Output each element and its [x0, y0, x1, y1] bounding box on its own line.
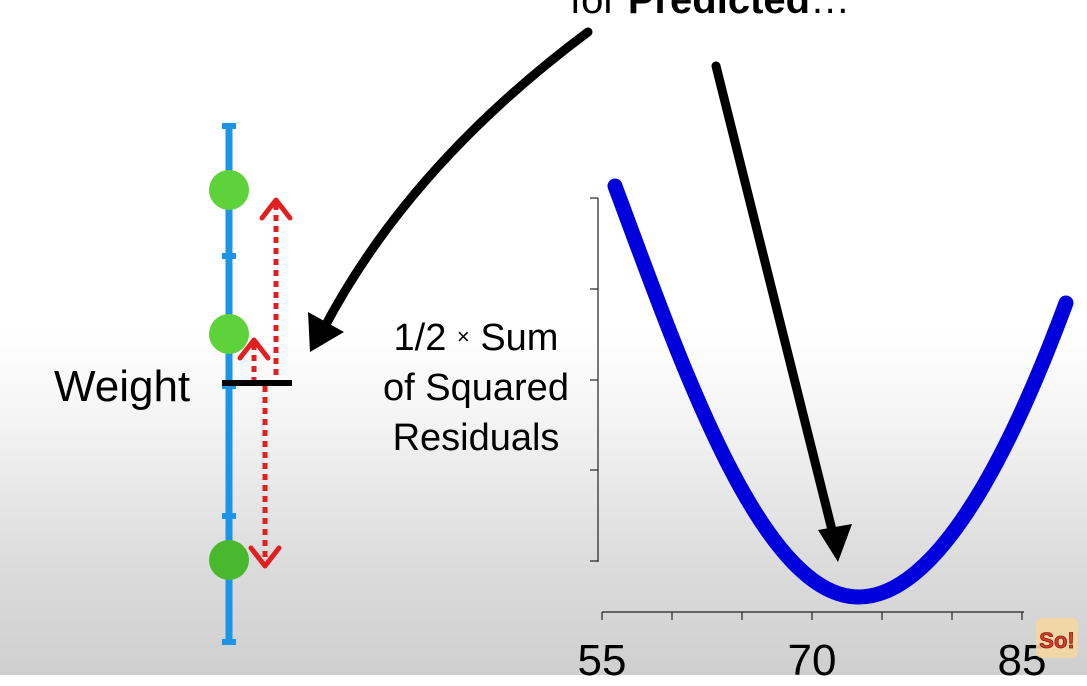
- caption-bold: Predicted: [627, 0, 811, 22]
- loss-curve: [607, 178, 1074, 605]
- y-label-sum: Sum: [480, 317, 559, 359]
- x-tick-label-70: 70: [787, 636, 837, 685]
- annotation-arrow-right: [711, 61, 852, 562]
- residual-arrow-middle: [237, 337, 271, 380]
- weight-label: Weight: [54, 362, 191, 411]
- residual-arrow-top: [259, 197, 293, 380]
- data-point: [209, 314, 249, 354]
- y-axis-label: 1/2 × Sum of Squared Residuals: [366, 312, 586, 463]
- caption-prefix: for: [570, 0, 617, 22]
- chart-y-axis: [590, 197, 599, 562]
- residual-arrow-bottom: [248, 386, 282, 569]
- caption-suffix: …: [810, 0, 851, 22]
- y-label-fraction: 1/2: [393, 317, 447, 359]
- data-point: [209, 170, 249, 210]
- y-axis-label-line3: Residuals: [392, 417, 560, 459]
- y-axis-label-line2: of Squared: [383, 367, 569, 409]
- annotation-arrow-left: [308, 27, 593, 352]
- y-axis-label-line1: 1/2 × Sum: [366, 312, 586, 363]
- stat-quest-logo-icon: So!: [1036, 618, 1078, 658]
- x-tick-label-55: 55: [577, 636, 627, 685]
- data-point: [209, 540, 249, 580]
- top-caption: for Predicted…: [570, 0, 850, 23]
- chart-x-axis: [601, 611, 1024, 620]
- y-label-times: ×: [456, 324, 470, 349]
- logo-text: So!: [1039, 628, 1074, 653]
